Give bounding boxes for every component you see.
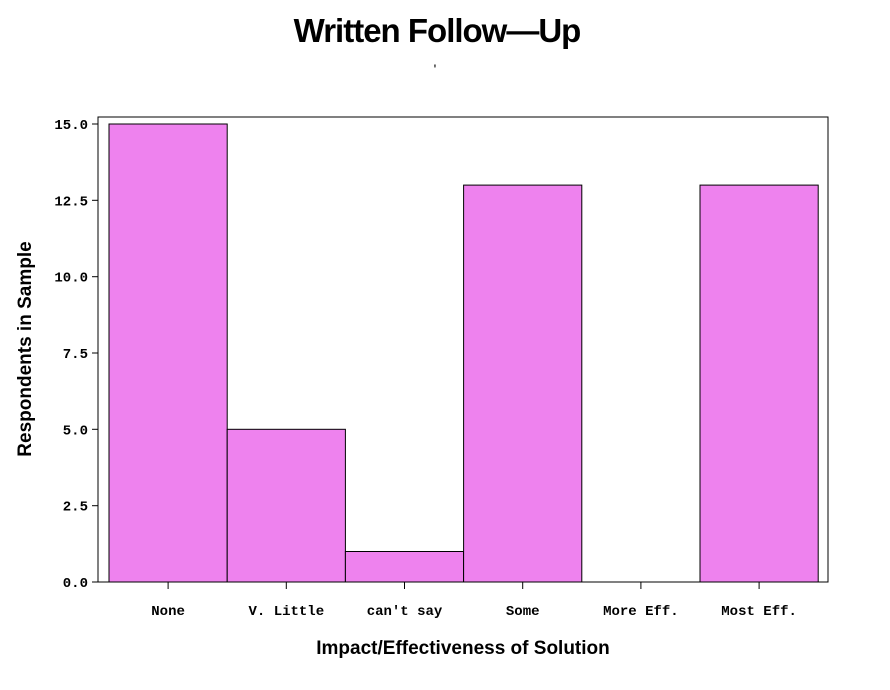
x-tick-label: can't say [367, 604, 443, 620]
bar [699, 184, 819, 583]
x-axis-label: Impact/Effectiveness of Solution [316, 638, 610, 659]
bars-layer [108, 123, 819, 583]
y-tick-label: 0.0 [63, 576, 88, 592]
chart-subtitle: ' [434, 61, 437, 77]
bar [108, 123, 228, 583]
y-tick-label: 7.5 [63, 347, 88, 363]
x-tick-label: Most Eff. [721, 604, 797, 620]
x-tick-label: None [151, 604, 185, 620]
y-tick-label: 15.0 [54, 118, 88, 134]
x-axis: None V. Little can't say Some More Eff. Most … [151, 582, 797, 620]
plot-frame [97, 116, 829, 583]
x-tick-label: V. Little [248, 604, 324, 620]
chart-title: Written Follow—Up [294, 12, 581, 49]
y-tick-label: 2.5 [63, 500, 88, 516]
x-tick-label: More Eff. [603, 604, 679, 620]
y-axis-label: Respondents in Sample [15, 241, 36, 456]
y-axis: 0.0 2.5 5.0 7.5 10.0 12.5 15.0 [54, 118, 98, 592]
y-tick-label: 5.0 [63, 423, 88, 439]
bar [463, 184, 583, 583]
bar [344, 551, 465, 583]
x-tick-label: Some [506, 604, 540, 620]
bar [226, 428, 346, 583]
y-tick-label: 10.0 [54, 271, 88, 287]
y-tick-label: 12.5 [54, 194, 88, 210]
